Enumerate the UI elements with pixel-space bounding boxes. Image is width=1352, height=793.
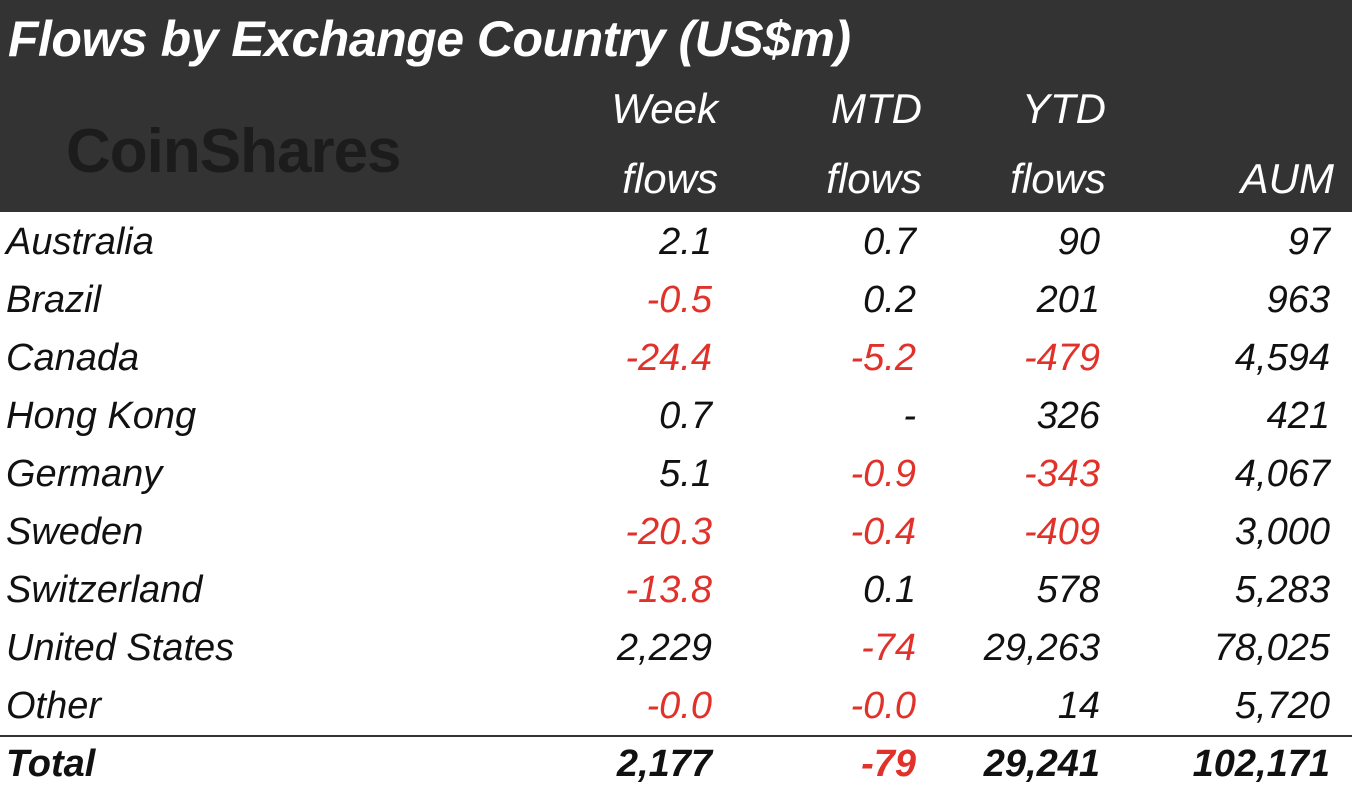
week-cell: -20.3 [625, 511, 712, 553]
week-cell: -13.8 [625, 569, 712, 611]
column-header-line2: flows [826, 155, 922, 202]
aum-cell: 5,720 [1234, 685, 1330, 727]
week-cell: 2,229 [616, 627, 712, 669]
country-cell: United States [6, 627, 235, 669]
column-header-aum: AUM [1241, 88, 1334, 228]
aum-cell: 421 [1266, 395, 1330, 437]
column-header-week: Week flows [611, 88, 718, 228]
ytd-cell: 29,263 [983, 627, 1100, 669]
total-label: Total [6, 743, 96, 785]
mtd-cell: -0.0 [850, 685, 916, 727]
ytd-cell: -409 [1023, 511, 1100, 553]
table-header: Flows by Exchange Country (US$m) CoinSha… [0, 0, 1352, 212]
table-row: Australia 2.1 0.7 90 97 [0, 213, 1352, 271]
column-header-line1: YTD [1022, 85, 1106, 132]
aum-cell: 963 [1266, 279, 1330, 321]
total-ytd: 29,241 [983, 743, 1100, 785]
mtd-cell: 0.2 [863, 279, 916, 321]
total-divider [0, 735, 1352, 737]
table-row: Switzerland -13.8 0.1 578 5,283 [0, 561, 1352, 619]
coinshares-logo: CoinShares [66, 117, 402, 186]
aum-cell: 97 [1287, 221, 1330, 263]
column-header-mtd: MTD flows [826, 88, 922, 228]
country-cell: Other [6, 685, 102, 727]
total-aum: 102,171 [1192, 743, 1330, 785]
table-row: United States 2,229 -74 29,263 78,025 [0, 619, 1352, 677]
week-cell: -0.5 [646, 279, 712, 321]
total-mtd: -79 [861, 743, 916, 785]
aum-cell: 78,025 [1213, 627, 1330, 669]
aum-cell: 4,067 [1234, 453, 1330, 495]
aum-cell: 5,283 [1234, 569, 1330, 611]
ytd-cell: 201 [1036, 279, 1100, 321]
page-title: Flows by Exchange Country (US$m) [8, 11, 851, 67]
table-row: Germany 5.1 -0.9 -343 4,067 [0, 445, 1352, 503]
country-cell: Canada [6, 337, 140, 379]
mtd-cell: -74 [861, 627, 916, 669]
table-row: Canada -24.4 -5.2 -479 4,594 [0, 329, 1352, 387]
country-cell: Brazil [6, 279, 102, 321]
country-cell: Sweden [6, 511, 144, 553]
country-cell: Hong Kong [6, 395, 197, 437]
total-week: 2,177 [616, 743, 712, 785]
week-cell: 5.1 [659, 453, 712, 495]
mtd-cell: -0.9 [850, 453, 916, 495]
ytd-cell: 326 [1036, 395, 1100, 437]
table-row: Hong Kong 0.7 - 326 421 [0, 387, 1352, 445]
week-cell: 0.7 [659, 395, 712, 437]
ytd-cell: 90 [1057, 221, 1100, 263]
column-header-line1 [1241, 88, 1334, 158]
country-cell: Germany [6, 453, 163, 495]
country-cell: Switzerland [6, 569, 203, 611]
aum-cell: 4,594 [1234, 337, 1330, 379]
country-cell: Australia [6, 221, 154, 263]
table-row: Other -0.0 -0.0 14 5,720 [0, 677, 1352, 735]
column-header-line2: flows [622, 155, 718, 202]
mtd-cell: 0.1 [863, 569, 916, 611]
week-cell: 2.1 [659, 221, 712, 263]
ytd-cell: -479 [1023, 337, 1100, 379]
mtd-cell: -5.2 [850, 337, 916, 379]
ytd-cell: -343 [1023, 453, 1100, 495]
column-header-line1: MTD [831, 85, 922, 132]
aum-cell: 3,000 [1234, 511, 1330, 553]
ytd-cell: 578 [1036, 569, 1100, 611]
mtd-cell: -0.4 [850, 511, 916, 553]
ytd-cell: 14 [1057, 685, 1100, 727]
column-header-ytd: YTD flows [1010, 88, 1106, 228]
week-cell: -24.4 [625, 337, 712, 379]
week-cell: -0.0 [646, 685, 712, 727]
table-row: Sweden -20.3 -0.4 -409 3,000 [0, 503, 1352, 561]
total-row: Total 2,177 -79 29,241 102,171 [0, 735, 1352, 793]
mtd-cell: 0.7 [863, 221, 916, 263]
column-header-line1: Week [611, 85, 718, 132]
table-row: Brazil -0.5 0.2 201 963 [0, 271, 1352, 329]
mtd-cell: - [903, 395, 916, 437]
column-header-line2: flows [1010, 155, 1106, 202]
column-header-line2: AUM [1240, 155, 1334, 202]
